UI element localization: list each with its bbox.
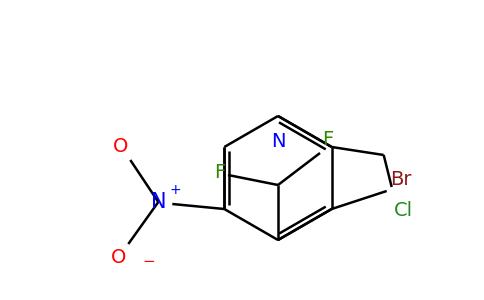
Text: N: N	[151, 192, 166, 212]
Text: +: +	[169, 183, 181, 197]
Text: −: −	[142, 254, 155, 269]
Text: O: O	[111, 248, 126, 267]
Text: Cl: Cl	[393, 201, 413, 220]
Text: Br: Br	[390, 170, 411, 189]
Text: O: O	[113, 137, 128, 156]
Text: F: F	[322, 130, 333, 149]
Text: F: F	[214, 164, 225, 182]
Text: N: N	[271, 132, 285, 151]
